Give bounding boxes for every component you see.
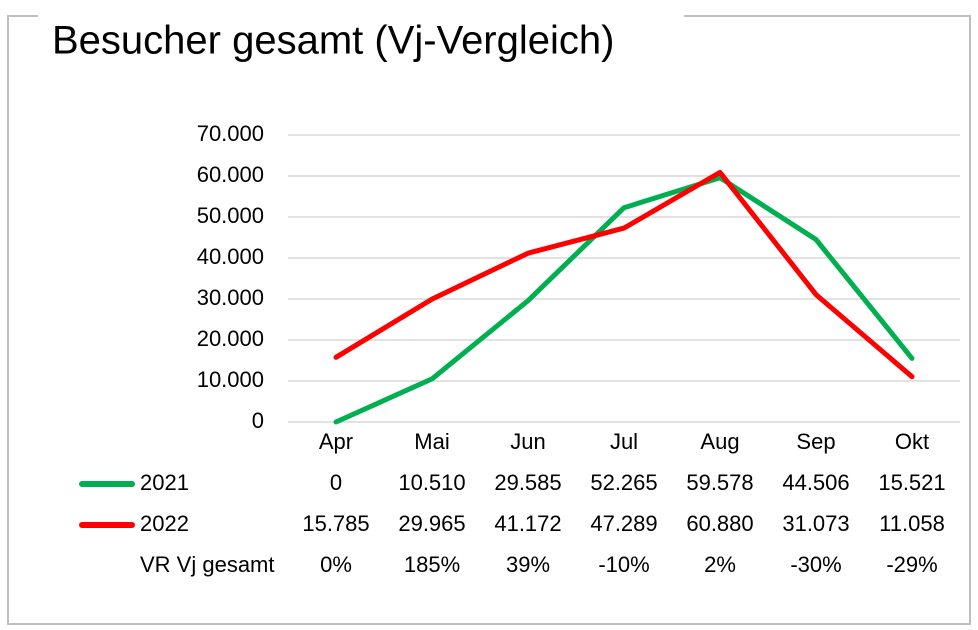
y-tick-label: 60.000 bbox=[197, 162, 264, 187]
data-label: 11.058 bbox=[879, 511, 945, 536]
data-label: 47.289 bbox=[590, 511, 657, 536]
table-cell: 185% bbox=[404, 552, 460, 577]
x-tick-label: Apr bbox=[319, 429, 353, 454]
data-label: 15.521 bbox=[878, 470, 945, 495]
data-label: 60.880 bbox=[686, 511, 753, 536]
y-axis: 0 10.000 20.000 30.000 40.000 50.000 60.000 70.… bbox=[197, 121, 264, 433]
y-tick-label: 30.000 bbox=[197, 285, 264, 310]
y-tick-label: 10.000 bbox=[197, 367, 264, 392]
y-tick-label: 40.000 bbox=[197, 244, 264, 269]
chart-title: Besucher gesamt (Vj-Vergleich) bbox=[52, 19, 614, 63]
x-tick-label: Aug bbox=[700, 429, 739, 454]
y-tick-label: 50.000 bbox=[197, 203, 264, 228]
series-lines bbox=[333, 169, 915, 425]
table-cell: -30% bbox=[790, 552, 841, 577]
data-label: 15.785 bbox=[302, 511, 369, 536]
table-cell: -10% bbox=[598, 552, 649, 577]
x-tick-label: Mai bbox=[414, 429, 449, 454]
data-label: 0 bbox=[330, 470, 342, 495]
x-tick-label: Sep bbox=[796, 429, 835, 454]
series-line-2022 bbox=[333, 169, 915, 380]
data-label: 41.172 bbox=[494, 511, 561, 536]
data-label: 10.510 bbox=[398, 470, 465, 495]
chart-border bbox=[7, 15, 971, 625]
table-cell: 0% bbox=[320, 552, 352, 577]
x-tick-label: Jun bbox=[510, 429, 545, 454]
grid bbox=[288, 134, 960, 423]
legend-label: 2021 bbox=[140, 470, 189, 495]
x-tick-label: Okt bbox=[895, 429, 929, 454]
data-label: 52.265 bbox=[590, 470, 657, 495]
table-cell: 39% bbox=[506, 552, 550, 577]
table-cell: -29% bbox=[886, 552, 937, 577]
data-label: 29.585 bbox=[494, 470, 561, 495]
data-label: 29.965 bbox=[398, 511, 465, 536]
data-table: 2021 0 10.510 29.585 52.265 59.578 44.506 15.52… bbox=[79, 470, 946, 577]
y-tick-label: 20.000 bbox=[197, 326, 264, 351]
x-axis: Apr Mai Jun Jul Aug Sep Okt bbox=[319, 429, 929, 454]
legend-label: 2022 bbox=[140, 511, 189, 536]
y-tick-label: 70.000 bbox=[197, 121, 264, 146]
data-label: 59.578 bbox=[686, 470, 753, 495]
y-tick-label: 0 bbox=[252, 408, 264, 433]
data-label: 44.506 bbox=[782, 470, 849, 495]
table-cell: 2% bbox=[704, 552, 736, 577]
data-label: 31.073 bbox=[782, 511, 849, 536]
table-row-label: VR Vj gesamt bbox=[140, 552, 275, 577]
x-tick-label: Jul bbox=[610, 429, 638, 454]
